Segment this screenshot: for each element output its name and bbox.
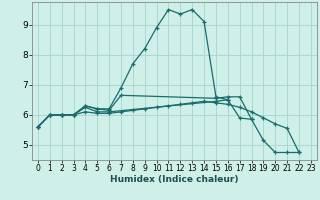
X-axis label: Humidex (Indice chaleur): Humidex (Indice chaleur) <box>110 175 239 184</box>
